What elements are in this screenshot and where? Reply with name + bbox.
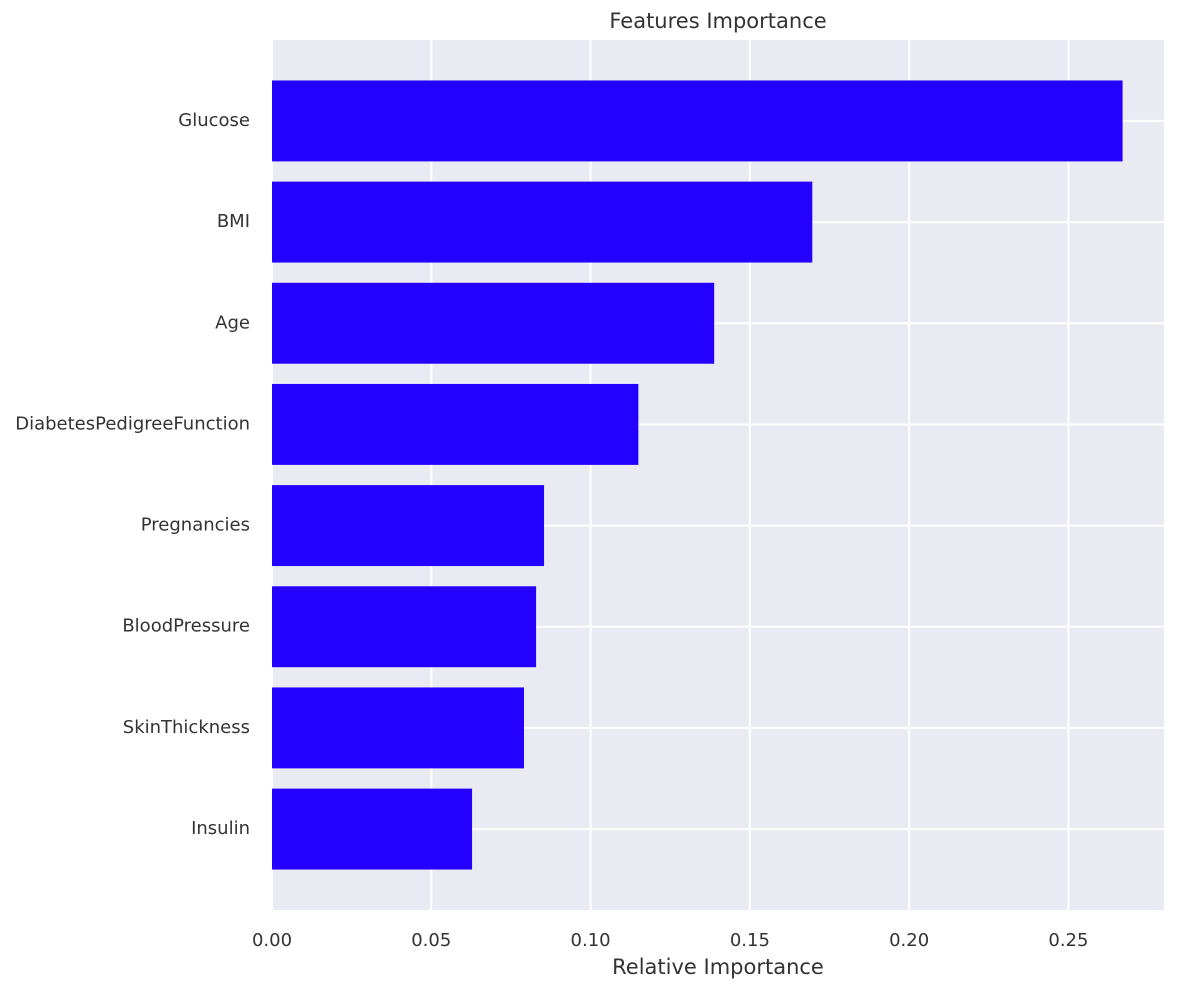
y-tick-label: BloodPressure (122, 616, 250, 637)
y-tick-label: Pregnancies (141, 515, 250, 536)
bar (272, 282, 715, 364)
plot-area (272, 40, 1164, 910)
bar (272, 687, 524, 769)
bar (272, 181, 813, 263)
x-tick-label: 0.05 (411, 930, 451, 951)
bar (272, 80, 1123, 162)
x-tick-label: 0.20 (889, 930, 929, 951)
x-tick-label: 0.00 (252, 930, 292, 951)
y-tick-label: Insulin (191, 818, 250, 839)
y-tick-label: BMI (217, 211, 250, 232)
bar (272, 485, 545, 567)
x-axis-label: Relative Importance (612, 955, 824, 979)
y-tick-label: Glucose (178, 110, 250, 131)
bar (272, 586, 537, 668)
x-tick-label: 0.10 (571, 930, 611, 951)
y-tick-label: SkinThickness (123, 717, 250, 738)
x-tick-label: 0.25 (1048, 930, 1088, 951)
bar (272, 383, 639, 465)
y-tick-label: Age (215, 312, 250, 333)
x-tick-label: 0.15 (730, 930, 770, 951)
y-tick-label: DiabetesPedigreeFunction (15, 413, 250, 434)
bar (272, 788, 473, 870)
chart-title: Features Importance (609, 9, 826, 33)
